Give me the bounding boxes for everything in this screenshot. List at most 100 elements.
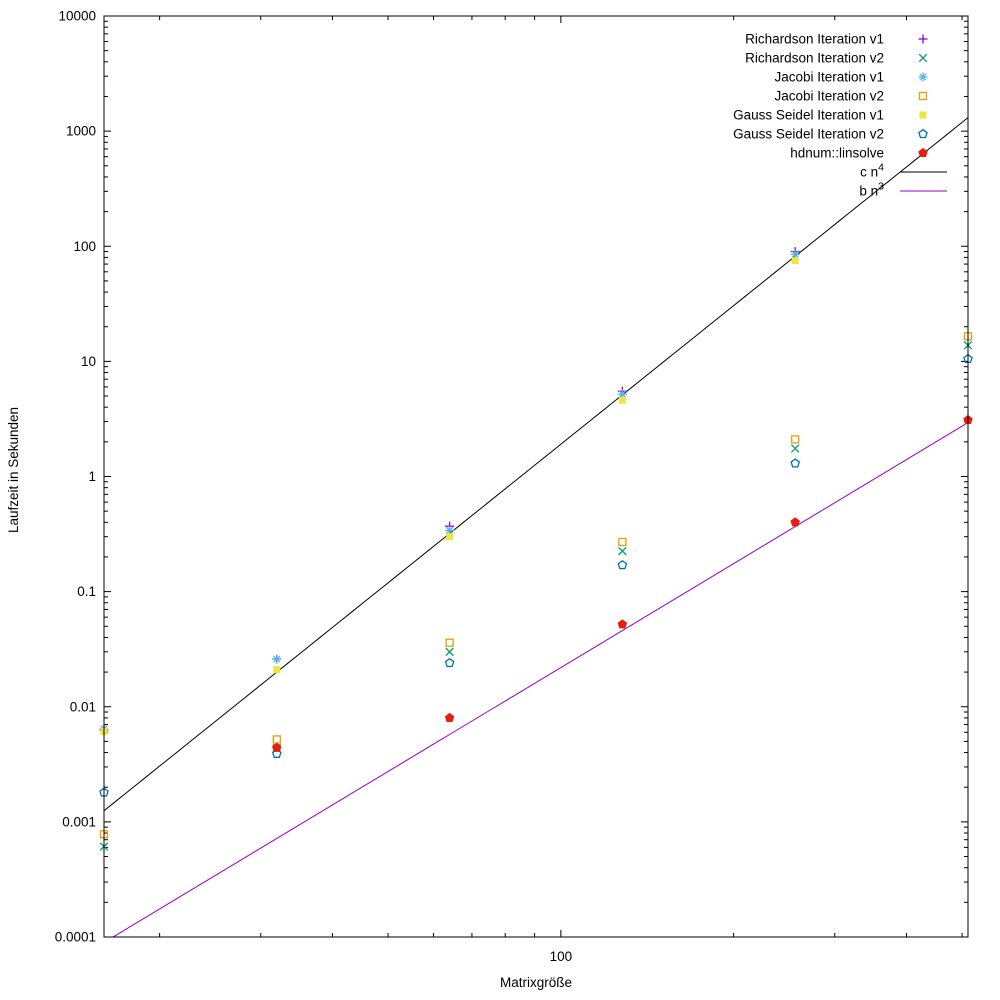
legend-label-superscript: 4 (878, 162, 884, 174)
marker-pentagon (918, 147, 928, 158)
marker-pentagon (790, 517, 800, 527)
pentagon-filled-marker (444, 712, 455, 722)
marker-rect (791, 257, 799, 265)
legend-label: c n4 (860, 162, 884, 180)
y-tick-label: 10 (81, 354, 96, 369)
marker-stroke (445, 526, 454, 535)
x-axis-title: Matrixgröße (500, 975, 572, 990)
pentagon-filled-marker (918, 147, 928, 158)
cross-marker (618, 546, 627, 556)
series-richardson-iteration-v2 (99, 341, 973, 851)
series-richardson-iteration-v1 (99, 247, 800, 735)
legend-label-superscript: 3 (878, 181, 884, 193)
asterisk-marker (617, 389, 627, 399)
marker-stroke (273, 655, 281, 663)
square-open-marker (918, 91, 928, 101)
marker-rect (273, 666, 281, 674)
marker-stroke (790, 444, 800, 453)
y-tick-label: 0.1 (77, 584, 96, 599)
y-tick-label: 10000 (58, 9, 96, 24)
plot-border (103, 15, 969, 938)
legend-row: hdnum::linsolve (790, 146, 928, 161)
marker-stroke (918, 53, 928, 63)
marker-pentagon (444, 657, 455, 668)
pentagon-open-marker (444, 657, 455, 668)
pentagon-open-marker (271, 748, 282, 758)
legend-row: Jacobi Iteration v1 (774, 70, 928, 85)
legend: Richardson Iteration v1 Richardson Iterat… (733, 32, 947, 199)
axis-ticks (104, 15, 968, 938)
marker-stroke (618, 390, 627, 398)
square-filled-marker (618, 396, 626, 404)
x-tick-label: 100 (550, 949, 573, 964)
pentagon-filled-marker (272, 742, 282, 752)
y-tick-label: 0.001 (62, 814, 96, 829)
marker-rect (445, 638, 454, 647)
square-filled-marker (446, 533, 454, 541)
square-open-marker (272, 735, 281, 744)
reference-lines (104, 117, 968, 937)
y-tick-label: 1000 (66, 124, 96, 139)
legend-label: Gauss Seidel Iteration v1 (733, 108, 884, 123)
legend-row: Richardson Iteration v2 (745, 51, 928, 66)
cross-marker (445, 647, 454, 657)
marker-pentagon (918, 128, 928, 139)
marker-pentagon (790, 458, 801, 468)
series-gauss-seidel-iteration-v2 (99, 353, 973, 797)
legend-label: Gauss Seidel Iteration v2 (733, 127, 884, 142)
series-jacobi-iteration-v2 (99, 332, 973, 839)
legend-label: Jacobi Iteration v1 (774, 70, 884, 85)
cross-marker (918, 53, 928, 63)
y-tick-label: 100 (73, 239, 96, 254)
square-filled-marker (273, 666, 281, 674)
pentagon-open-marker (918, 128, 928, 139)
legend-label: hdnum::linsolve (790, 146, 884, 161)
square-open-marker (445, 638, 454, 647)
marker-rect (919, 111, 927, 119)
square-open-marker (791, 435, 800, 444)
axis-tick-labels: 10000 1000 100 10 1 0.1 0.01 0.001 0.0001 100 (55, 9, 572, 965)
marker-stroke (791, 250, 799, 259)
marker-pentagon (272, 742, 282, 752)
square-filled-marker (919, 111, 927, 119)
legend-row: Gauss Seidel Iteration v2 (733, 127, 928, 142)
asterisk-marker (445, 525, 455, 535)
series-gauss-seidel-iteration-v1 (100, 257, 799, 735)
y-tick-label: 0.01 (70, 699, 96, 714)
square-filled-marker (791, 257, 799, 265)
pentagon-open-marker (790, 458, 801, 468)
marker-pentagon (444, 712, 455, 722)
legend-label: Richardson Iteration v1 (745, 32, 884, 47)
asterisk-marker (790, 249, 800, 259)
marker-pentagon (617, 619, 628, 629)
marker-rect (618, 396, 626, 404)
legend-row: Jacobi Iteration v2 (774, 89, 928, 104)
marker-rect (918, 91, 928, 101)
pentagon-filled-marker (790, 517, 800, 527)
marker-rect (791, 435, 800, 444)
legend-row: Richardson Iteration v1 (745, 32, 928, 47)
square-open-marker (618, 537, 627, 547)
y-axis-title: Laufzeit in Sekunden (6, 407, 21, 533)
pentagon-open-marker (617, 559, 628, 570)
asterisk-marker (272, 654, 282, 664)
marker-stroke (919, 73, 927, 81)
series-jacobi-iteration-v1 (99, 249, 800, 734)
asterisk-marker (918, 72, 928, 82)
legend-label: Richardson Iteration v2 (745, 51, 884, 66)
legend-row: b n3 (859, 181, 947, 199)
legend-row: Gauss Seidel Iteration v1 (733, 108, 927, 123)
cross-marker (790, 444, 800, 453)
y-tick-label: 1 (88, 469, 96, 484)
reference-line (104, 117, 968, 812)
series-hdnum-linsolve (272, 414, 973, 752)
marker-stroke (618, 546, 627, 556)
marker-stroke (445, 647, 454, 657)
legend-label: b n3 (859, 181, 884, 199)
marker-rect (618, 537, 627, 547)
marker-pentagon (271, 748, 282, 758)
pentagon-filled-marker (617, 619, 628, 629)
plus-marker (918, 34, 928, 44)
